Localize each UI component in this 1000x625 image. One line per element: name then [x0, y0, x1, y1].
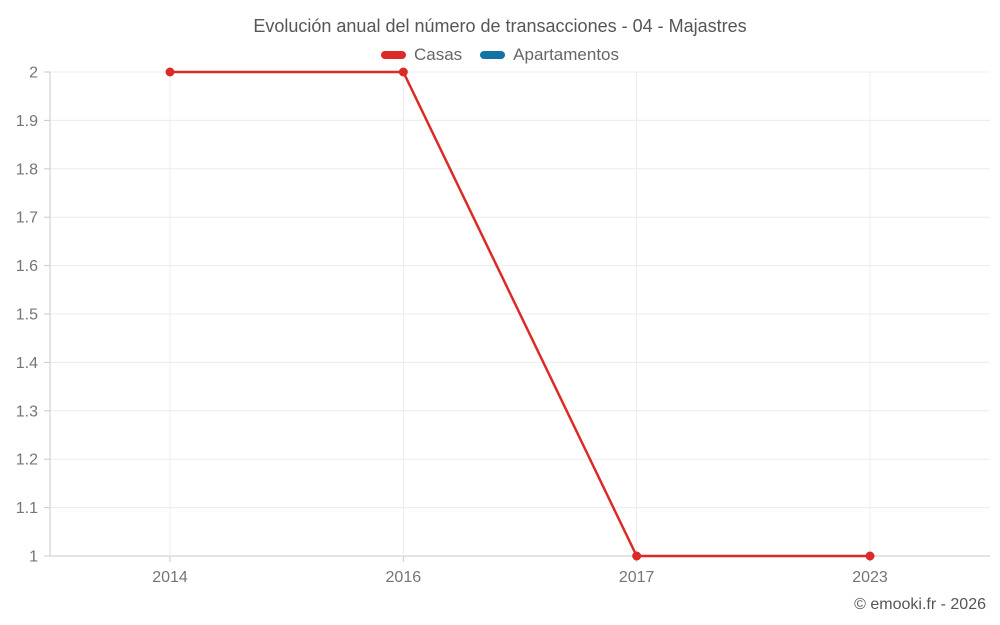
data-point-casas-2017[interactable] [632, 551, 642, 561]
y-axis-label-1.8: 1.8 [16, 161, 38, 178]
y-axis-label-1.5: 1.5 [16, 307, 38, 324]
legend-label-apartamentos: Apartamentos [513, 45, 620, 64]
y-axis-label-1.3: 1.3 [16, 403, 38, 420]
copyright-text: © emooki.fr - 2026 [854, 596, 986, 613]
y-axis-label-1.6: 1.6 [16, 258, 38, 275]
legend-swatch-apartamentos-icon [480, 51, 506, 59]
y-axis-label-2: 2 [29, 65, 38, 82]
legend-swatch-casas-icon [380, 51, 406, 59]
x-axis-label-2014: 2014 [152, 569, 188, 586]
series-line-casas [170, 70, 870, 558]
data-point-casas-2016[interactable] [398, 67, 408, 77]
legend-label-casas: Casas [413, 45, 463, 64]
legend-item-casas[interactable]: Casas [380, 45, 463, 65]
y-axis-label-1.9: 1.9 [16, 113, 38, 130]
y-axis-label-1.1: 1.1 [16, 500, 38, 517]
chart-title: Evolución anual del número de transaccio… [253, 16, 747, 36]
data-point-casas-2014[interactable] [165, 67, 175, 77]
legend-item-apartamentos[interactable]: Apartamentos [480, 45, 619, 65]
data-point-casas-2023[interactable] [865, 551, 875, 561]
y-axis-label-1.7: 1.7 [16, 210, 38, 227]
x-axis-label-2017: 2017 [619, 569, 655, 586]
y-axis-label-1.4: 1.4 [16, 355, 38, 372]
y-axis-label-1.2: 1.2 [16, 452, 38, 469]
x-axis-label-2023: 2023 [852, 569, 888, 586]
chart-legend: Casas Apartamentos [0, 45, 1000, 65]
x-axis-label-2016: 2016 [386, 569, 422, 586]
y-axis-label-1: 1 [29, 549, 38, 566]
